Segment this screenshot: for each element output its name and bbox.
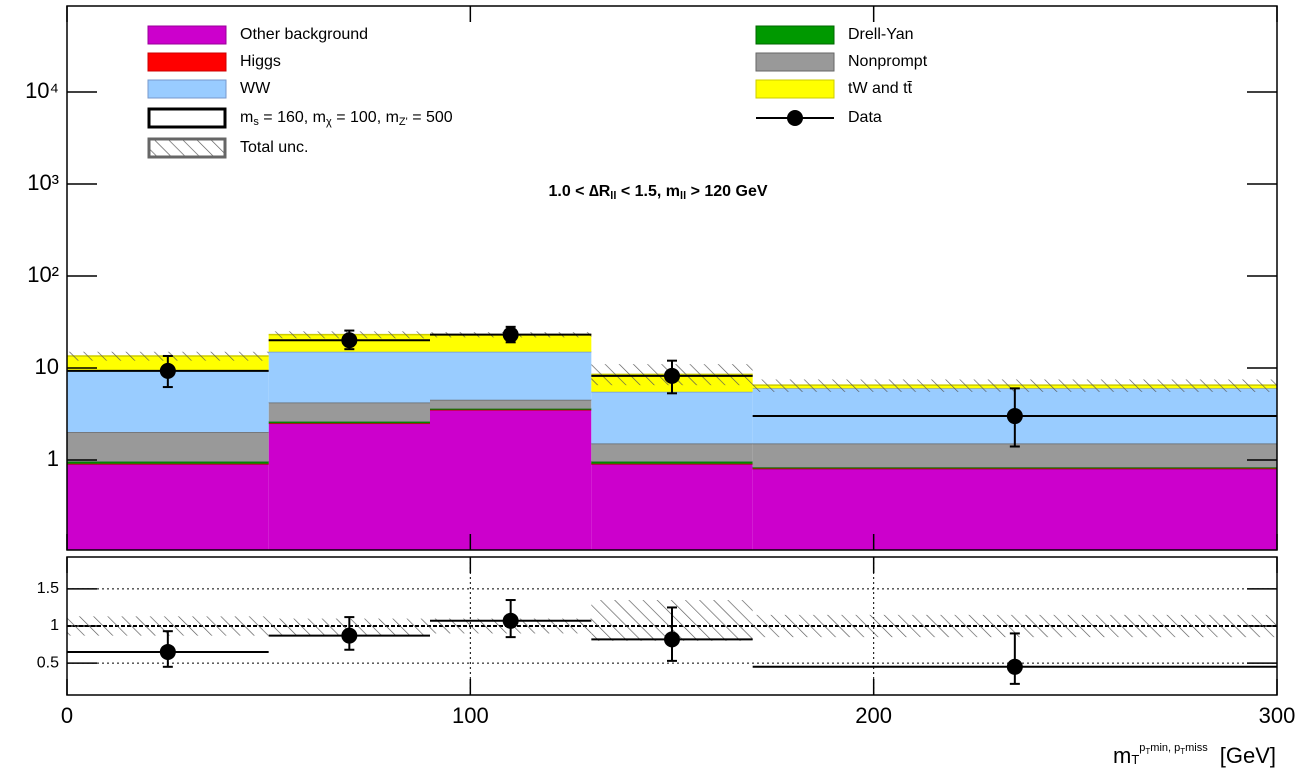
x-axis-label: mTpTmin, pTmiss [GeV] [1113, 742, 1276, 768]
legend-label: ms = 160, mχ = 100, mZ' = 500 [240, 109, 453, 128]
ratio-point [664, 631, 680, 648]
legend-label: Higgs [240, 53, 281, 70]
legend-label: Total unc. [240, 139, 308, 156]
y-tick-label: 1 [50, 617, 59, 634]
text-part: m [240, 109, 253, 126]
ratio-band [67, 616, 269, 636]
stack-segment [591, 464, 753, 550]
text-part: , p [1168, 742, 1180, 754]
stack-segment [67, 432, 269, 462]
stack-segment [268, 402, 430, 422]
data-point [664, 367, 680, 384]
stack-segment [752, 443, 1277, 468]
text-part: miss [1185, 742, 1208, 754]
data-point [341, 332, 358, 349]
text-part: s [253, 116, 259, 128]
y-tick-label: 10³ [27, 170, 59, 195]
ratio-band [752, 614, 1277, 638]
legend-swatch [755, 52, 835, 72]
ratio-point [341, 627, 358, 644]
text-part: [GeV] [1220, 743, 1276, 768]
legend-swatch [755, 25, 835, 45]
stack-segment [430, 409, 592, 550]
legend-swatch [147, 137, 227, 159]
text-part: = 160, m [259, 109, 326, 126]
y-tick-label: 1.5 [37, 580, 59, 597]
stack-segment [268, 423, 430, 550]
y-tick-label: 1 [47, 446, 59, 471]
legend-label: tW and tt̄ [848, 80, 913, 97]
uncertainty-band [752, 379, 1277, 392]
text-part: = 500 [408, 109, 453, 126]
text-part: ll [680, 190, 686, 202]
data-point [1006, 408, 1023, 425]
legend-swatch [147, 25, 227, 45]
legend-swatch [147, 52, 227, 72]
ratio-panel: 0.5 1 1.5 [37, 557, 1277, 695]
text-part: Z' [399, 116, 408, 128]
data-point [502, 326, 519, 343]
y-tick-label: 0.5 [37, 654, 59, 671]
x-tick-label: 100 [452, 703, 489, 728]
x-tick-label: 0 [61, 703, 73, 728]
ratio-point [1006, 658, 1023, 675]
stack-segment [67, 464, 269, 550]
x-tick-label: 200 [855, 703, 892, 728]
legend-swatch [787, 110, 803, 126]
stack-segment [591, 391, 753, 444]
stack-segment [591, 443, 753, 462]
stack-segment [430, 351, 592, 400]
stack-segment [752, 468, 1277, 550]
legend-label: Drell-Yan [848, 26, 914, 43]
ratio-frame [66, 556, 1278, 696]
ratio-point [159, 643, 176, 660]
annotation: 1.0 < ∆Rll < 1.5, mll > 120 GeV [548, 183, 767, 202]
y-tick-label: 10² [27, 262, 59, 287]
text-part: T [1131, 752, 1139, 767]
main-frame [66, 5, 1278, 551]
text-part: ll [610, 190, 616, 202]
text-part: > 120 GeV [686, 183, 768, 200]
text-part: T [1180, 747, 1185, 756]
text-part: T [1145, 747, 1150, 756]
text-part: χ [326, 116, 332, 128]
legend-swatch [147, 107, 227, 129]
data-point [159, 362, 176, 379]
legend-label: Data [848, 109, 882, 126]
text-part: < 1.5, m [616, 183, 680, 200]
text-part: 1.0 < ∆R [548, 183, 610, 200]
text-part: p [1139, 742, 1145, 754]
legend-swatch [147, 79, 227, 99]
stack-segment [268, 421, 430, 424]
legend-label: Nonprompt [848, 53, 928, 70]
text-part: = 100, m [332, 109, 399, 126]
x-tick-label: 300 [1259, 703, 1296, 728]
y-tick-label: 10 [35, 354, 59, 379]
text-part: min [1150, 742, 1168, 754]
ratio-point [502, 612, 519, 629]
stack-segment [591, 461, 753, 464]
legend-label: WW [240, 80, 271, 97]
stack-segment [430, 399, 592, 409]
stack-segment [67, 461, 269, 464]
y-tick-label: 10⁴ [25, 78, 59, 103]
text-part: m [1113, 743, 1131, 768]
stack-segment [268, 351, 430, 403]
legend-swatch [755, 79, 835, 99]
legend-label: Other background [240, 26, 368, 43]
